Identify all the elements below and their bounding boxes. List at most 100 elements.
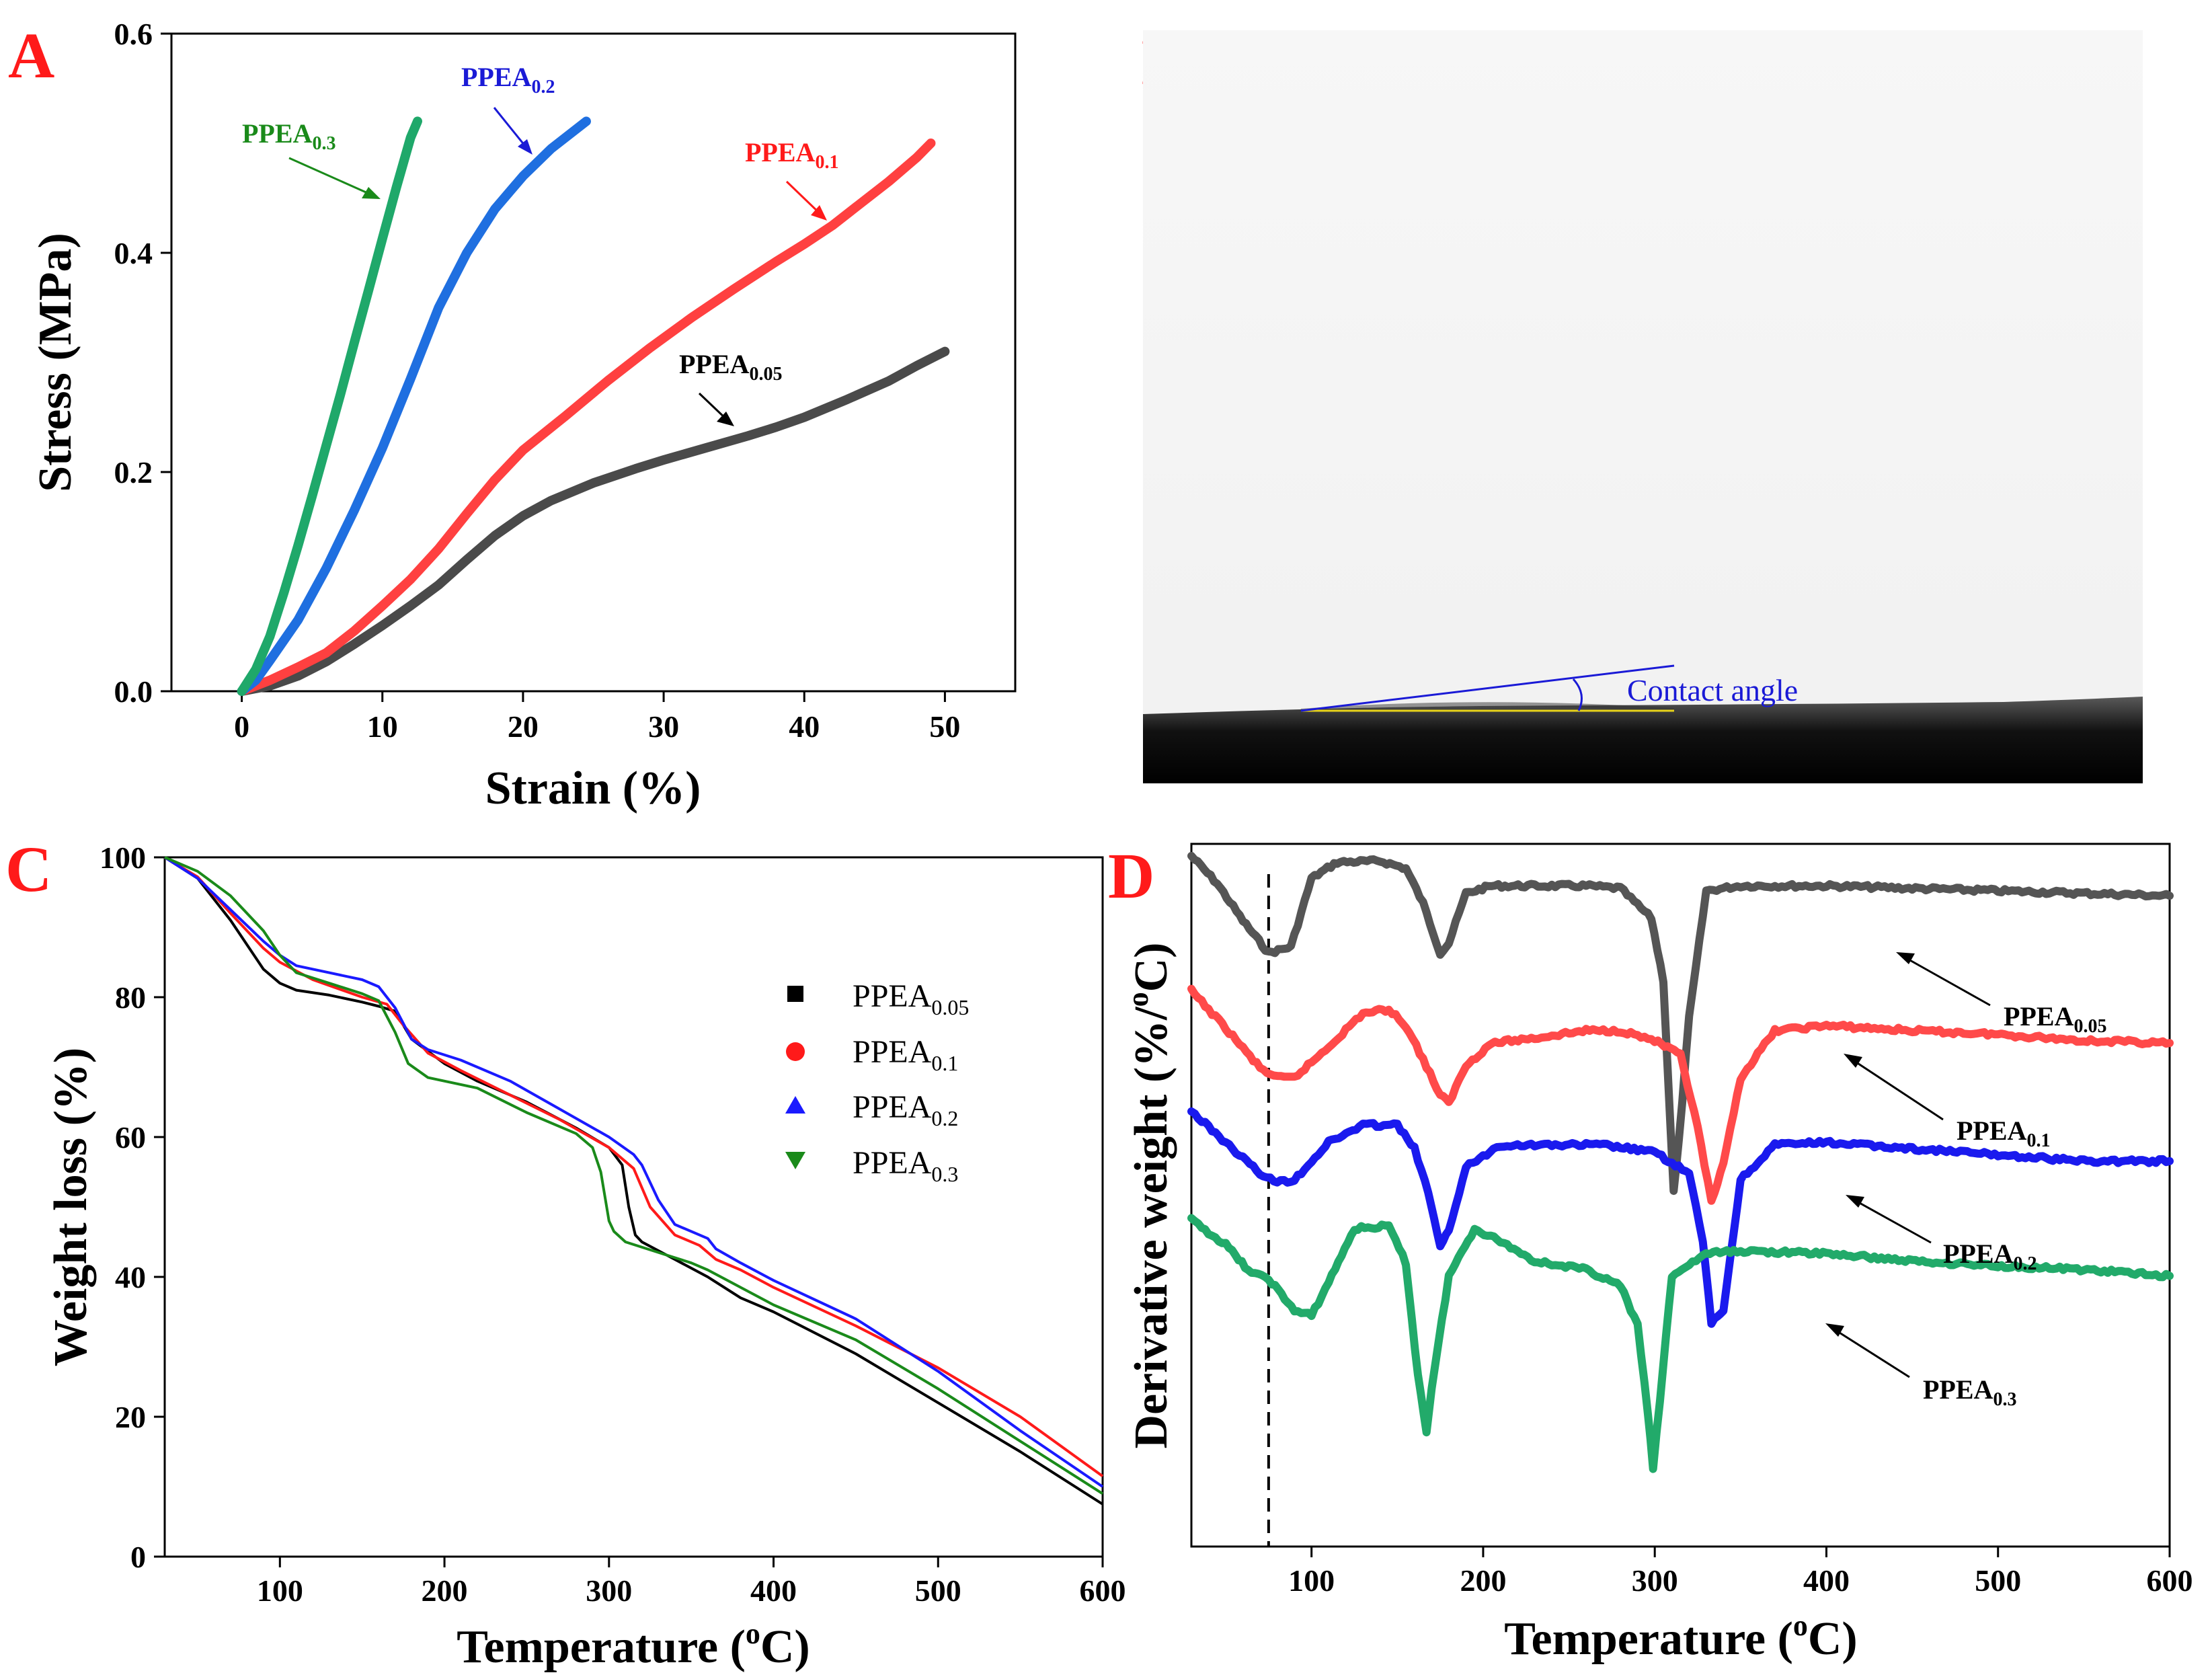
c-series-ppea0-2 — [163, 856, 1104, 1488]
panel-c-tga: 100 200 300 400 500 600 0 20 40 60 80 100 Temperatu… — [45, 841, 1126, 1673]
c-ytick-label-60: 60 — [115, 1120, 146, 1155]
panel-c-frame — [163, 856, 1104, 1558]
panel-label-a: A — [8, 19, 54, 91]
legend-label-ppea-0-05-main: PPEA — [853, 978, 932, 1014]
legend-label-ppea-0-05-sub: 0.05 — [931, 995, 969, 1019]
panel-label-c: C — [5, 833, 52, 905]
legend-label-ppea-0-1-sub: 0.1 — [931, 1051, 958, 1075]
d-xtick-label-100: 100 — [1288, 1563, 1335, 1598]
annot-d-ppea-0-1-main: PPEA — [1957, 1116, 2027, 1146]
c-xtick-label-400: 400 — [750, 1573, 797, 1608]
d-series-ppea0-2 — [1187, 1107, 2174, 1328]
c-xtick-label-300: 300 — [586, 1573, 632, 1608]
panel-d-y-title-post: C) — [1125, 943, 1177, 992]
annot-d-arrow-0-2 — [1852, 1198, 1932, 1244]
c-ytick-label-20: 20 — [115, 1400, 146, 1434]
svg-text:PPEA0.05: PPEA0.05 — [679, 349, 782, 385]
annot-d-ppea-0-3-sub: 0.3 — [1993, 1389, 2016, 1410]
c-xtick-label-600: 600 — [1080, 1573, 1126, 1608]
a-series-ppea0-3 — [237, 116, 422, 696]
c-xtick-label-500: 500 — [915, 1573, 961, 1608]
legend-label-ppea-0-2-main: PPEA — [853, 1089, 932, 1125]
a-series-ppea0-05 — [237, 346, 950, 696]
a-xtick-label-20: 20 — [508, 709, 539, 744]
panel-a-stress-strain: 0 10 20 30 40 50 0.0 0.2 0.4 0.6 Strain (%) Stres… — [30, 17, 1017, 814]
panel-a-y-axis-title: Stress (MPa) — [30, 233, 81, 492]
svg-text:PPEA0.1: PPEA0.1 — [1957, 1116, 2050, 1151]
panel-b-substrate — [1143, 697, 2143, 783]
annot-a-arrowhead-0-1 — [811, 205, 827, 221]
c-series-ppea0-1 — [163, 856, 1104, 1478]
panel-d-x-title-post: C) — [1808, 1613, 1858, 1665]
svg-text:PPEA0.2: PPEA0.2 — [461, 62, 555, 97]
legend-marker-ppea-0-05 — [787, 986, 803, 1002]
panel-c-x-title-sup: o — [746, 1617, 760, 1650]
d-series-ppea0-1 — [1187, 984, 2174, 1205]
panel-d-x-title-sup: o — [1793, 1609, 1808, 1642]
a-xtick-label-40: 40 — [789, 709, 820, 744]
annot-d-ppea-0-3-main: PPEA — [1923, 1374, 1993, 1405]
annot-a-arrowhead-0-05 — [717, 412, 734, 426]
c-ytick-label-80: 80 — [115, 980, 146, 1015]
panel-c-x-title-post: C) — [760, 1621, 810, 1673]
annot-d-arrow-0-3 — [1831, 1327, 1910, 1378]
annot-a-ppea-0-1: PPEA0.1 — [745, 137, 838, 221]
annot-a-ppea-0-3-main: PPEA — [242, 118, 313, 149]
annot-d-ppea-0-05-main: PPEA — [2004, 1001, 2074, 1031]
annot-a-ppea-0-05: PPEA0.05 — [679, 349, 782, 426]
annot-a-ppea-0-3-sub: 0.3 — [312, 133, 335, 154]
panel-b-contact-angle-image: Contact angle — [1143, 30, 2143, 783]
a-series-ppea0-1 — [237, 139, 936, 696]
c-xtick-label-200: 200 — [422, 1573, 468, 1608]
legend-label-ppea-0-3-sub: 0.3 — [931, 1162, 958, 1186]
annot-d-ppea-0-1: PPEA0.1 — [1844, 1054, 2050, 1151]
annot-d-ppea-0-05-sub: 0.05 — [2073, 1016, 2106, 1037]
c-ytick-label-0: 0 — [130, 1540, 146, 1574]
panel-d-x-title-pre: Temperature ( — [1504, 1613, 1793, 1665]
c-xtick-label-100: 100 — [257, 1573, 303, 1608]
panel-d-x-axis-title: Temperature (oC) — [1504, 1609, 1858, 1665]
annot-d-arrowhead-0-05 — [1896, 952, 1915, 964]
c-series-ppea0-05 — [163, 856, 1104, 1506]
panel-d-frame — [1190, 843, 2171, 1548]
d-xtick-label-500: 500 — [1975, 1563, 2021, 1598]
svg-text:PPEA0.3: PPEA0.3 — [1923, 1374, 2016, 1410]
annot-d-ppea-0-3: PPEA0.3 — [1825, 1323, 2016, 1410]
a-xtick-label-0: 0 — [234, 709, 249, 744]
svg-text:PPEA0.2: PPEA0.2 — [853, 1089, 958, 1130]
annot-a-arrow-0-3 — [288, 157, 377, 198]
annot-a-arrowhead-0-2 — [518, 139, 532, 155]
panel-b-angle-arc — [1572, 678, 1583, 711]
legend-label-ppea-0-1-main: PPEA — [853, 1034, 932, 1070]
a-series-ppea0-2 — [237, 116, 591, 696]
svg-text:PPEA0.3: PPEA0.3 — [242, 118, 335, 154]
annot-a-ppea-0-05-main: PPEA — [679, 349, 750, 379]
panel-a-frame — [170, 32, 1017, 693]
a-ytick-label-0.4: 0.4 — [114, 236, 153, 270]
annot-d-ppea-0-1-sub: 0.1 — [2026, 1130, 2050, 1151]
a-xtick-label-50: 50 — [929, 709, 960, 744]
panel-c-legend: PPEA0.05 PPEA0.1 PPEA0.2 PPEA0.3 — [785, 978, 969, 1186]
c-series-ppea0-3 — [164, 856, 1104, 1495]
panel-d-y-title-pre: Derivative weight (%/ — [1125, 1006, 1177, 1449]
d-xtick-label-300: 300 — [1632, 1563, 1678, 1598]
legend-marker-ppea-0-3 — [785, 1152, 805, 1169]
annot-d-arrow-0-1 — [1850, 1057, 1944, 1121]
panel-a-x-axis-title: Strain (%) — [485, 763, 701, 814]
legend-label-ppea-0-3-main: PPEA — [853, 1145, 932, 1181]
panel-c-x-axis-title: Temperature (oC) — [457, 1617, 810, 1673]
annot-d-ppea-0-05: PPEA0.05 — [1896, 952, 2106, 1037]
panel-d-y-title-sup: o — [1121, 992, 1154, 1007]
svg-text:PPEA0.1: PPEA0.1 — [745, 137, 838, 173]
svg-text:PPEA0.3: PPEA0.3 — [853, 1145, 958, 1186]
annot-a-ppea-0-05-sub: 0.05 — [749, 364, 782, 385]
annot-a-arrowhead-0-3 — [362, 187, 381, 199]
c-ytick-label-40: 40 — [115, 1260, 146, 1294]
a-xtick-label-30: 30 — [648, 709, 679, 744]
a-xtick-label-10: 10 — [367, 709, 398, 744]
a-ytick-label-0.2: 0.2 — [114, 455, 153, 490]
annot-d-ppea-0-2-main: PPEA — [1943, 1239, 2014, 1269]
svg-text:PPEA0.05: PPEA0.05 — [2004, 1001, 2106, 1037]
panel-c-x-title-pre: Temperature ( — [457, 1621, 746, 1673]
